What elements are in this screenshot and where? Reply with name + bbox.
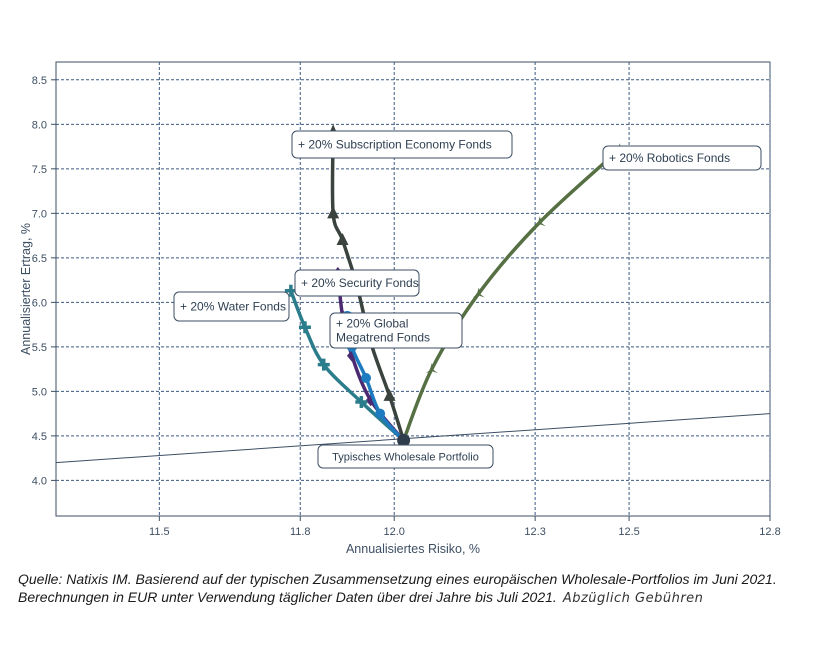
data-point: [375, 408, 386, 419]
data-point: [336, 233, 349, 246]
data-point: [383, 388, 396, 401]
y-tick-label: 4.0: [32, 475, 47, 487]
data-point: [425, 363, 438, 374]
annotation-4: + 20% Water Fonds: [173, 291, 290, 322]
annotation-box: [173, 291, 290, 322]
data-point: [533, 216, 546, 227]
annotation-3: + 20% Security Fonds: [294, 269, 420, 297]
y-tick-label: 6.0: [32, 297, 47, 309]
annotation-text: + 20% Subscription Economy Fonds: [298, 138, 492, 152]
annotation-box: [317, 444, 494, 469]
data-point: [327, 206, 340, 219]
y-tick-label: 7.0: [32, 208, 47, 220]
x-tick-label: 11.5: [149, 526, 170, 538]
series--20-water-fonds: [284, 284, 406, 443]
x-tick-label: 12.3: [524, 526, 545, 538]
base-portfolio-point: [397, 433, 411, 447]
source-note: Quelle: Natixis IM. Basierend auf der ty…: [18, 570, 828, 608]
annotation-text: Typisches Wholesale Portfolio: [332, 452, 479, 464]
annotation-box: [602, 145, 762, 171]
data-point: [317, 358, 330, 371]
data-point: [472, 287, 485, 298]
annotation-text: Megatrend Fonds: [336, 331, 430, 345]
reference-line: [55, 413, 771, 464]
annotation-box: [294, 269, 420, 297]
x-tick-label: 12.5: [618, 526, 639, 538]
x-tick-label: 12.0: [383, 526, 404, 538]
annotation-text: + 20% Global: [336, 317, 408, 331]
y-tick-label: 4.5: [32, 431, 47, 443]
y-tick-label: 8.0: [32, 119, 47, 131]
y-tick-label: 5.5: [32, 342, 47, 354]
annotation-1: + 20% Subscription Economy Fonds: [291, 130, 513, 159]
y-tick-label: 5.0: [32, 386, 47, 398]
annotation-text: + 20% Water Fonds: [180, 300, 286, 314]
x-tick-label: 12.8: [759, 526, 780, 538]
annotation-box: [329, 312, 463, 349]
source-line-2-text: Berechnungen in EUR unter Verwendung täg…: [18, 589, 557, 605]
data-point: [355, 396, 368, 409]
risk-return-chart: 11.5 11.8 12.0 12.3 12.5 12.8 4.0 4.5 5.0 5.5 6.0 6…: [19, 61, 781, 556]
source-line-1: Quelle: Natixis IM. Basierend auf der ty…: [18, 571, 777, 587]
annotation-6: Typisches Wholesale Portfolio: [317, 444, 494, 469]
source-line-2: Berechnungen in EUR unter Verwendung täg…: [18, 588, 828, 608]
annotation-text: + 20% Security Fonds: [301, 276, 419, 290]
y-axis-title: Annualisierter Ertrag, %: [19, 223, 33, 355]
annotation-box: [291, 130, 513, 159]
annotation-2: + 20% Robotics Fonds: [602, 145, 762, 171]
x-axis-title: Annualisiertes Risiko, %: [346, 542, 480, 556]
data-point: [298, 321, 311, 334]
annotation-text: + 20% Robotics Fonds: [609, 151, 730, 165]
y-tick-label: 8.5: [32, 75, 47, 87]
data-point: [361, 373, 372, 384]
x-tick-label: 11.8: [290, 526, 311, 538]
after-costs-note: Abzüglich Gebühren: [562, 591, 704, 606]
y-tick-label: 7.5: [32, 164, 47, 176]
y-tick-label: 6.5: [32, 253, 47, 265]
